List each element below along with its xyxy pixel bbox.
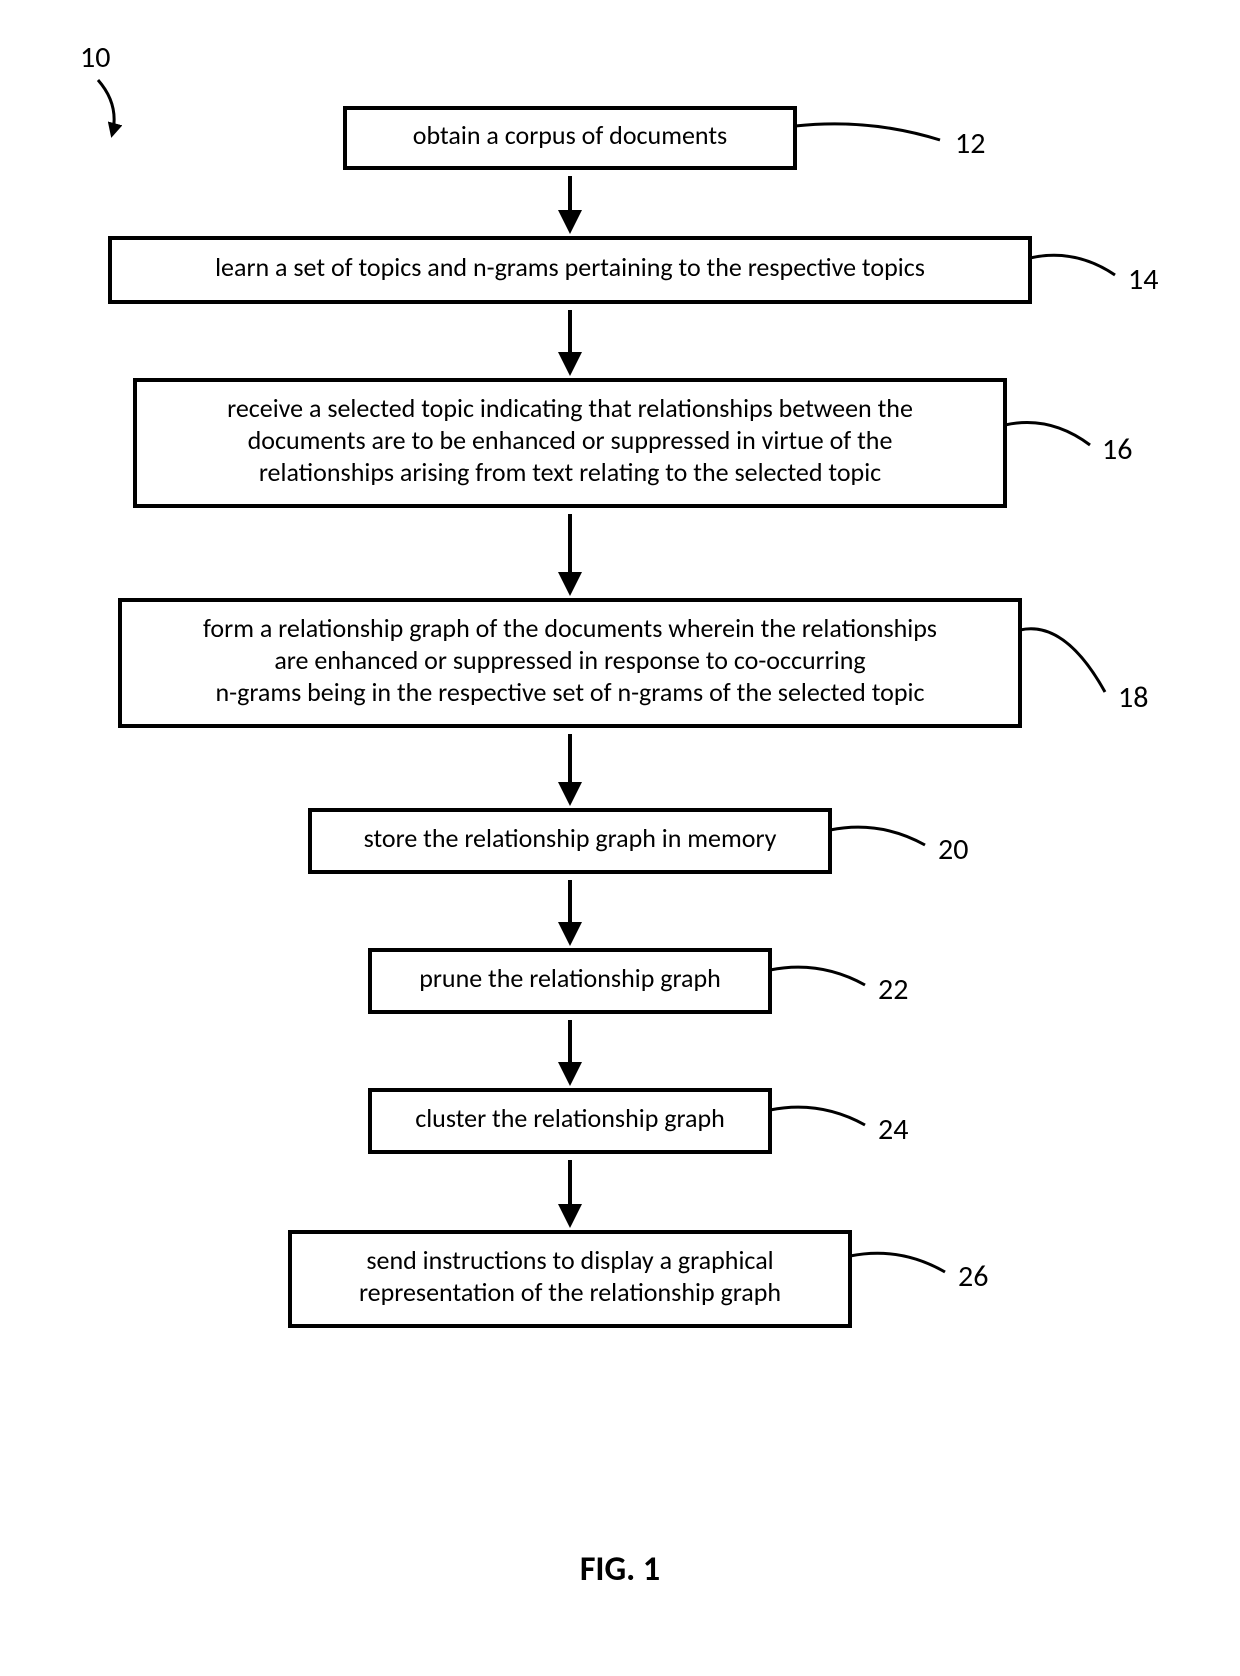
step-text: are enhanced or suppressed in response t… — [274, 644, 865, 676]
step-text: learn a set of topics and n-grams pertai… — [215, 251, 925, 283]
figure-caption: FIG. 1 — [580, 1549, 660, 1590]
flow-step-12: obtain a corpus of documents 12 — [345, 108, 985, 168]
ref-number: 20 — [938, 831, 968, 868]
figure-ref-arrow — [98, 80, 114, 135]
flow-step-18: form a relationship graph of the documen… — [120, 600, 1148, 726]
ref-number: 22 — [878, 971, 908, 1008]
ref-number: 16 — [1102, 431, 1132, 468]
ref-number: 18 — [1118, 679, 1148, 716]
step-text: cluster the relationship graph — [415, 1102, 725, 1134]
step-text: receive a selected topic indicating that… — [227, 392, 913, 424]
flowchart-svg: obtain a corpus of documents 12 learn a se… — [0, 0, 1240, 1676]
step-text: form a relationship graph of the documen… — [203, 612, 937, 644]
step-text: obtain a corpus of documents — [413, 119, 727, 151]
ref-lead-line — [795, 124, 940, 140]
ref-number: 12 — [955, 125, 985, 162]
step-text: documents are to be enhanced or suppress… — [248, 424, 893, 456]
flow-step-22: prune the relationship graph 22 — [370, 950, 908, 1012]
step-text: n-grams being in the respective set of n… — [215, 676, 924, 708]
ref-lead-line — [1020, 629, 1105, 692]
ref-lead-line — [850, 1253, 945, 1272]
figure-ref-number: 10 — [80, 39, 110, 76]
flow-step-16: receive a selected topic indicating that… — [135, 380, 1132, 506]
ref-lead-line — [830, 827, 925, 845]
step-text: send instructions to display a graphical — [366, 1244, 773, 1276]
ref-number: 14 — [1128, 261, 1158, 298]
step-text: representation of the relationship graph — [359, 1276, 781, 1308]
flow-step-26: send instructions to display a graphical… — [290, 1232, 988, 1326]
step-text: relationships arising from text relating… — [259, 456, 881, 488]
ref-lead-line — [1005, 423, 1090, 446]
ref-lead-line — [770, 967, 865, 985]
step-text: prune the relationship graph — [419, 962, 721, 994]
ref-number: 24 — [878, 1111, 908, 1148]
ref-lead-line — [770, 1107, 865, 1125]
flow-step-24: cluster the relationship graph 24 — [370, 1090, 908, 1152]
ref-lead-line — [1030, 255, 1115, 275]
ref-number: 26 — [958, 1258, 988, 1295]
flow-step-14: learn a set of topics and n-grams pertai… — [110, 238, 1158, 302]
flow-step-20: store the relationship graph in memory 20 — [310, 810, 968, 872]
step-text: store the relationship graph in memory — [364, 822, 777, 854]
